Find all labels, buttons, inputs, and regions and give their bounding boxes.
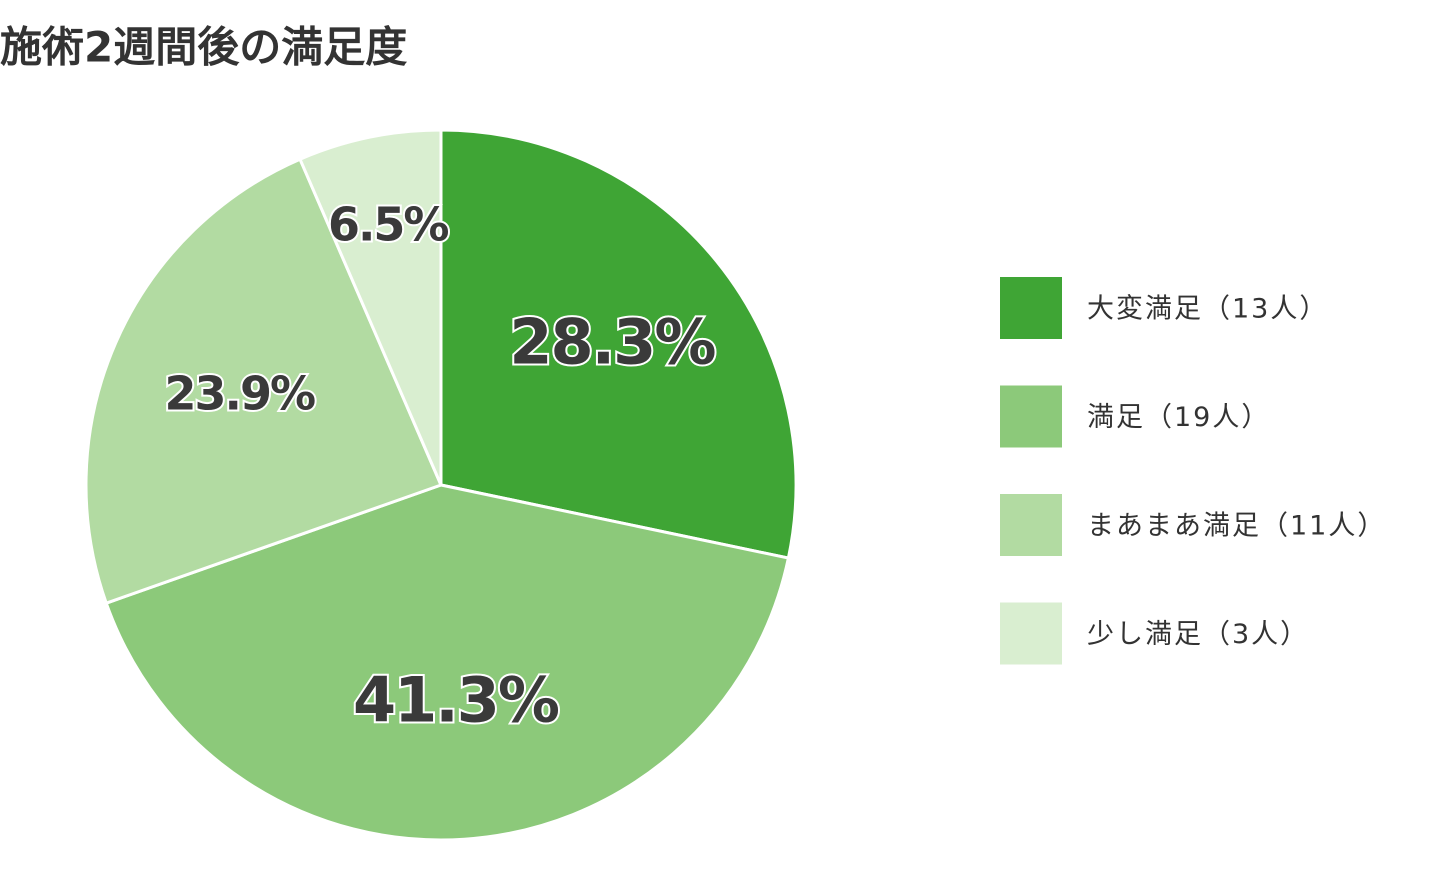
legend-swatch [1000,602,1062,665]
value-label: 41.3% [353,664,559,737]
pie-slice [298,128,443,486]
pie-slice [439,128,798,560]
chart-title: 施術2週間後の満足度 [0,23,407,72]
pie-slice [104,483,791,842]
legend-label: 大変満足（13人） [1087,294,1328,325]
legend-swatch [1000,385,1062,448]
value-label: 6.5% [328,197,448,251]
legend-swatch [1000,277,1062,339]
pie-slice [84,157,444,606]
legend-label: 少し満足（3人） [1087,619,1309,650]
legend-label: まあまあ満足（11人） [1087,511,1386,542]
value-label: 28.3% [509,305,715,378]
legend-label: 満足（19人） [1087,402,1270,433]
value-label: 23.9% [164,366,314,420]
legend-swatch [1000,494,1062,556]
